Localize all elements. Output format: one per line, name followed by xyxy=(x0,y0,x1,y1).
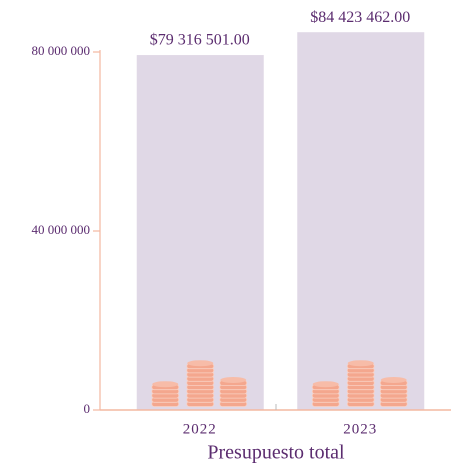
value-label: $84 423 462.00 xyxy=(310,9,410,26)
x-tick-label: 2023 xyxy=(343,421,377,437)
bar xyxy=(136,55,264,411)
coin-top xyxy=(347,360,374,367)
y-tick-label: 40 000 000 xyxy=(32,222,91,237)
value-label: $79 316 501.00 xyxy=(150,32,250,49)
y-tick-label: 80 000 000 xyxy=(32,43,91,58)
y-tick-label: 0 xyxy=(84,401,91,416)
coin-stacks xyxy=(151,360,248,407)
x-tick-label: 2022 xyxy=(183,421,217,437)
x-axis-title: Presupuesto total xyxy=(207,442,345,464)
bar xyxy=(297,32,425,410)
coin-top xyxy=(312,381,339,388)
coin-top xyxy=(220,377,247,383)
coin-top xyxy=(152,381,179,388)
coin-top xyxy=(187,360,214,367)
coin-top xyxy=(380,377,407,383)
coin-stacks xyxy=(311,360,408,407)
